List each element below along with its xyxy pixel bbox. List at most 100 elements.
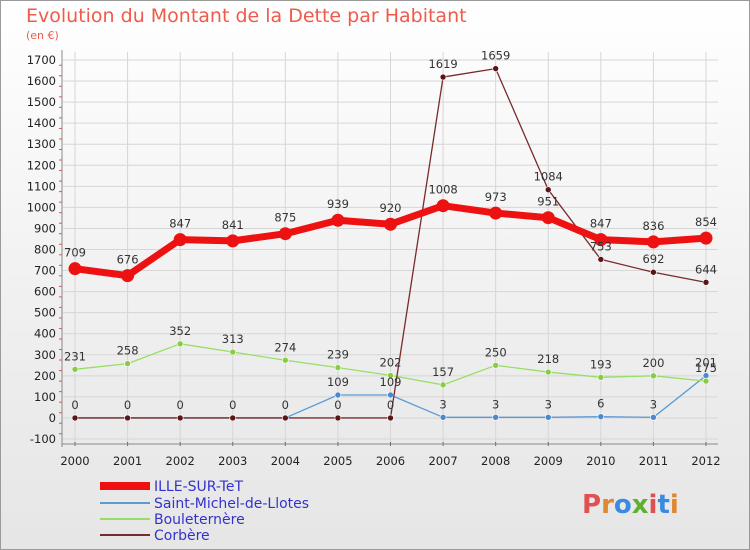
x-tick-label: 2012 <box>691 454 720 468</box>
data-point-ille-sur-tet <box>278 227 292 241</box>
data-label-saint-michel-de-llotes: 109 <box>380 375 402 389</box>
data-point-bouleternere <box>650 372 657 380</box>
y-tick-label: 200 <box>34 369 56 383</box>
x-tick-label: 2006 <box>376 454 405 468</box>
data-label-corbere: 644 <box>695 262 717 276</box>
y-tick-label: 1700 <box>27 53 56 67</box>
data-point-bouleternere <box>124 360 131 367</box>
unit-label: (en €) <box>26 29 59 42</box>
data-point-ille-sur-tet <box>173 233 187 247</box>
data-point-bouleternere <box>282 356 289 364</box>
data-point-saint-michel-de-llotes <box>650 414 657 421</box>
data-label-corbere: 1084 <box>534 170 563 184</box>
data-point-corbere <box>439 73 447 81</box>
data-label-corbere: 0 <box>282 398 289 412</box>
y-tick-label: 1300 <box>27 137 56 151</box>
x-tick-label: 2002 <box>166 454 195 468</box>
data-label-bouleternere: 352 <box>169 324 191 338</box>
data-point-bouleternere <box>544 368 552 376</box>
y-tick-label: 100 <box>34 390 56 404</box>
data-label-ille-sur-tet: 836 <box>642 219 664 233</box>
data-point-corbere <box>176 414 184 422</box>
data-label-bouleternere: 157 <box>432 365 454 379</box>
data-point-ille-sur-tet <box>646 235 660 249</box>
data-point-bouleternere <box>702 377 710 385</box>
data-label-saint-michel-de-llotes: 201 <box>695 356 717 370</box>
data-label-corbere: 0 <box>334 398 341 412</box>
data-point-bouleternere <box>492 362 499 369</box>
x-tick-label: 2000 <box>60 454 89 468</box>
data-label-ille-sur-tet: 847 <box>590 217 612 231</box>
data-label-bouleternere: 200 <box>642 356 664 370</box>
y-tick-label: 1000 <box>27 200 56 214</box>
y-tick-label: 700 <box>34 264 56 278</box>
data-label-ille-sur-tet: 939 <box>327 197 349 211</box>
y-tick-label: 1100 <box>27 179 56 193</box>
legend-label-bouleternere: Bouleternère <box>154 512 245 528</box>
y-tick-label: -100 <box>30 432 56 446</box>
series-layer <box>68 65 713 422</box>
data-label-bouleternere: 193 <box>590 357 612 371</box>
y-tick-label: 1500 <box>27 95 56 109</box>
data-point-ille-sur-tet <box>68 262 82 276</box>
data-label-corbere: 0 <box>71 398 78 412</box>
data-point-corbere <box>229 414 237 422</box>
data-point-corbere <box>650 268 657 276</box>
data-label-ille-sur-tet: 676 <box>117 253 139 267</box>
chart-title: Evolution du Montant de la Dette par Hab… <box>26 5 467 27</box>
data-point-ille-sur-tet <box>331 213 345 227</box>
data-label-bouleternere: 218 <box>537 352 559 366</box>
data-label-ille-sur-tet: 920 <box>380 201 402 215</box>
data-point-corbere <box>702 279 710 286</box>
data-label-bouleternere: 258 <box>117 344 139 358</box>
data-point-bouleternere <box>387 372 394 379</box>
x-tick-label: 2011 <box>639 454 668 468</box>
data-point-bouleternere <box>334 364 342 371</box>
data-point-saint-michel-de-llotes <box>334 391 342 399</box>
x-tick-label: 2001 <box>113 454 142 468</box>
data-label-saint-michel-de-llotes: 6 <box>597 397 604 411</box>
y-tick-label: 600 <box>34 285 56 299</box>
data-label-bouleternere: 231 <box>64 349 86 363</box>
data-label-bouleternere: 239 <box>327 348 349 362</box>
data-point-bouleternere <box>597 374 605 381</box>
data-point-corbere <box>492 65 499 72</box>
data-label-corbere: 692 <box>642 252 664 266</box>
data-label-corbere: 0 <box>177 398 184 412</box>
data-point-ille-sur-tet <box>436 199 450 213</box>
data-label-ille-sur-tet: 854 <box>695 215 717 229</box>
data-point-corbere <box>334 414 342 422</box>
x-tick-label: 2005 <box>323 454 352 468</box>
y-tick-label: 300 <box>34 348 56 362</box>
data-point-corbere <box>124 414 131 422</box>
data-point-corbere <box>71 414 79 422</box>
data-point-corbere <box>544 186 552 194</box>
legend-label-saint-michel-de-llotes: Saint-Michel-de-Llotes <box>154 496 309 512</box>
data-point-ille-sur-tet <box>384 217 397 231</box>
data-point-corbere <box>282 414 289 422</box>
data-point-saint-michel-de-llotes <box>439 414 447 421</box>
data-point-ille-sur-tet <box>226 234 240 248</box>
x-tick-label: 2010 <box>586 454 615 468</box>
data-label-corbere: 753 <box>590 239 612 253</box>
x-tick-label: 2007 <box>428 454 457 468</box>
data-label-saint-michel-de-llotes: 3 <box>545 397 552 411</box>
legend-label-corbere: Corbère <box>154 528 210 544</box>
data-point-bouleternere <box>439 381 447 389</box>
data-point-corbere <box>387 414 394 422</box>
data-point-bouleternere <box>176 340 184 348</box>
data-label-bouleternere: 175 <box>695 361 717 375</box>
y-tick-label: 500 <box>34 306 56 320</box>
data-point-bouleternere <box>71 366 79 373</box>
data-labels: 231 258 352 313 274 239 202 157 250 218 193 200 175 1… <box>64 49 717 412</box>
data-label-bouleternere: 274 <box>274 340 296 354</box>
data-point-saint-michel-de-llotes <box>597 413 605 420</box>
y-tick-label: 800 <box>34 243 56 257</box>
x-tick-label: 2003 <box>218 454 247 468</box>
data-point-ille-sur-tet <box>121 269 135 283</box>
data-point-saint-michel-de-llotes <box>492 414 499 421</box>
y-tick-label: 400 <box>34 327 56 341</box>
y-tick-label: 0 <box>49 411 56 425</box>
x-tick-label: 2008 <box>481 454 510 468</box>
